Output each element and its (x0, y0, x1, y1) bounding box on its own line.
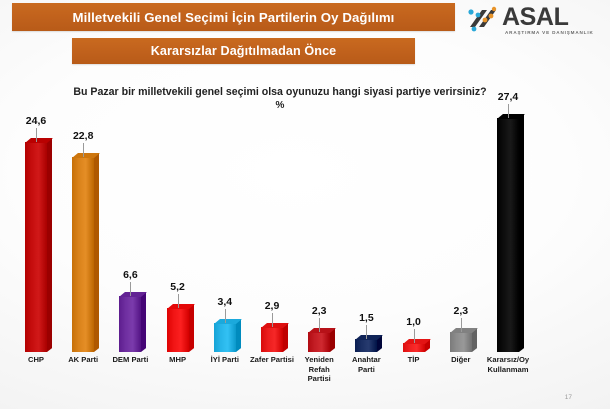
leader-line (319, 318, 321, 333)
leader-line (177, 293, 179, 308)
leader-line (130, 281, 132, 296)
bar-side (188, 303, 194, 352)
leader-line (224, 308, 226, 323)
leader-line (272, 313, 273, 328)
subtitle-banner: Kararsızlar Dağıtılmadan Önce (72, 38, 415, 64)
bar-ak-parti (72, 153, 101, 352)
category-label: Anahtar Parti (352, 355, 381, 374)
category-label: İYİ Parti (210, 355, 239, 364)
leader-line (508, 104, 509, 118)
bar-zafer-partisi (261, 323, 289, 352)
category-label: Kararsız/Oy Kullanmam (486, 355, 530, 374)
bar-value-label: 5,2 (170, 280, 185, 293)
bar-side (283, 323, 288, 352)
asal-wordmark: ASAL (502, 3, 569, 31)
bar-i-yi-parti (213, 318, 242, 352)
page-number: 17 (564, 394, 572, 401)
bar-face (449, 332, 472, 352)
bar-side (519, 114, 524, 353)
leader-line (36, 127, 37, 142)
bar-face (213, 322, 236, 352)
title-banner: Milletvekili Genel Seçimi İçin Partileri… (12, 3, 455, 31)
bar-dem-parti (119, 291, 148, 352)
bar-side (235, 319, 241, 352)
category-label: CHP (27, 355, 45, 364)
bar-face (119, 295, 142, 352)
category-label: TİP (407, 355, 420, 364)
bar-face (402, 343, 425, 352)
bar-mhp (166, 303, 195, 352)
category-label: MHP (169, 355, 187, 364)
bar-value-label: 24,6 (25, 114, 47, 127)
bar-value-label: 1,5 (359, 312, 374, 325)
category-label: AK Parti (68, 355, 99, 364)
category-label: DEM Parti (112, 355, 149, 364)
bar-value-label: 2,9 (264, 300, 280, 313)
bar-side (94, 153, 100, 352)
bar-side (141, 291, 147, 352)
question-text: Bu Pazar bir milletvekili genel seçimi o… (73, 86, 487, 98)
bar-ti-p (402, 339, 431, 352)
bar-face (355, 339, 378, 352)
bar-face (497, 118, 519, 352)
bar-face (308, 332, 331, 352)
bar-face (166, 307, 189, 352)
category-label: Yeniden Refah Partisi (304, 355, 334, 383)
leader-line (366, 325, 368, 340)
leader-line (413, 329, 415, 344)
asal-logo: ASAL ARAŞTIRMA VE DANIŞMANLIK (466, 4, 602, 40)
leader-line (460, 318, 462, 333)
category-label: Zafer Partisi (250, 355, 294, 364)
bar-yeniden-refah-partisi (308, 328, 337, 352)
bar-top (166, 303, 195, 309)
leader-line (83, 143, 85, 158)
bar-value-label: 1,0 (406, 316, 421, 329)
bar-face (261, 327, 283, 352)
bar-face (25, 141, 47, 352)
bar-value-label: 27,4 (497, 91, 519, 103)
bar-value-label: 6,6 (123, 268, 138, 281)
bar-value-label: 22,8 (72, 130, 94, 143)
asal-tagline: ARAŞTIRMA VE DANIŞMANLIK (505, 30, 594, 35)
bar-chp (25, 137, 53, 352)
bar-anahtar-parti (355, 335, 384, 352)
bar-value-label: 2,3 (311, 305, 327, 318)
category-label: Diğer (451, 355, 471, 364)
asal-logo-icon (468, 6, 497, 32)
bar-side (47, 138, 52, 352)
bar-di-er (449, 328, 478, 352)
bar-karars-z-oy-kullanmam (497, 114, 525, 353)
bar-value-label: 2,3 (453, 305, 469, 318)
bar-face (72, 157, 95, 352)
unit-label: % (275, 100, 285, 111)
bar-value-label: 3,4 (217, 295, 233, 308)
